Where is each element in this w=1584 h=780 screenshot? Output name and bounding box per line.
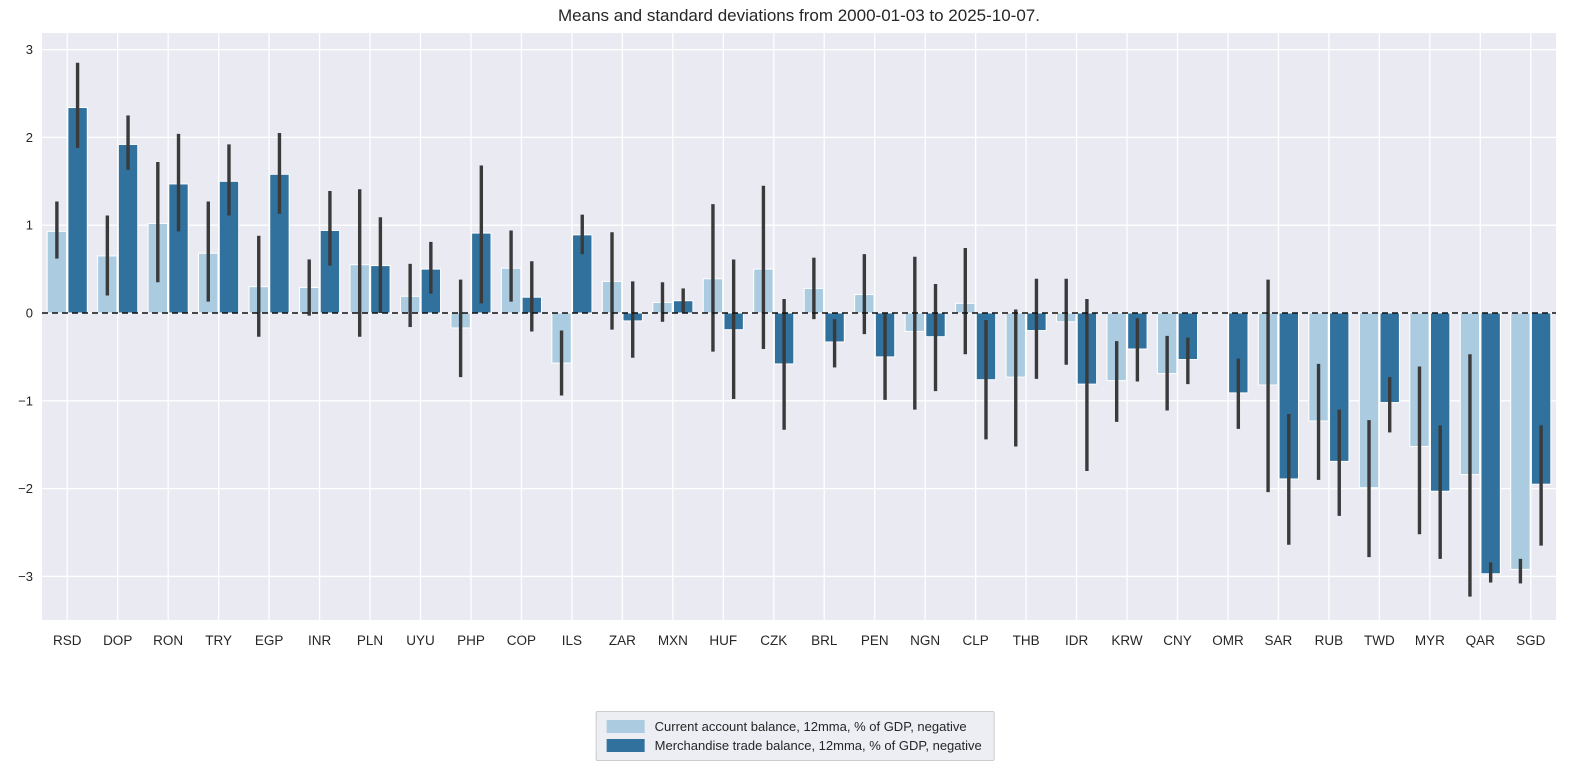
legend-swatch-merchandise-trade (606, 739, 645, 752)
x-tick-label: NGN (910, 633, 940, 648)
legend-label: Current account balance, 12mma, % of GDP… (654, 719, 967, 734)
y-tick-label: 2 (26, 130, 33, 145)
x-tick-label: TWD (1364, 633, 1395, 648)
x-tick-label: HUF (709, 633, 737, 648)
legend-swatch-current-account (606, 720, 645, 733)
x-tick-label: RUB (1315, 633, 1344, 648)
x-tick-label: QAR (1466, 633, 1496, 648)
x-tick-label: ILS (562, 633, 582, 648)
x-tick-label: RSD (53, 633, 82, 648)
plot-background (42, 33, 1556, 620)
x-tick-label: CZK (760, 633, 787, 648)
x-tick-label: DOP (103, 633, 132, 648)
x-tick-label: SGD (1516, 633, 1546, 648)
legend-label: Merchandise trade balance, 12mma, % of G… (654, 738, 982, 753)
x-tick-label: PHP (457, 633, 485, 648)
x-tick-label: KRW (1111, 633, 1143, 648)
legend: Current account balance, 12mma, % of GDP… (595, 711, 995, 761)
x-tick-label: COP (507, 633, 536, 648)
x-tick-label: THB (1013, 633, 1040, 648)
x-tick-label: SAR (1265, 633, 1293, 648)
x-tick-label: UYU (406, 633, 435, 648)
x-tick-label: TRY (205, 633, 232, 648)
legend-item: Current account balance, 12mma, % of GDP… (606, 719, 982, 734)
y-tick-label: 1 (26, 218, 33, 233)
chart-title: Means and standard deviations from 2000-… (558, 6, 1040, 25)
x-tick-label: CNY (1163, 633, 1192, 648)
y-tick-label: −3 (18, 569, 33, 584)
x-tick-label: RON (153, 633, 183, 648)
bar (1510, 312, 1531, 570)
x-tick-label: MYR (1415, 633, 1445, 648)
legend-item: Merchandise trade balance, 12mma, % of G… (606, 738, 982, 753)
x-tick-label: MXN (658, 633, 688, 648)
x-tick-label: CLP (963, 633, 989, 648)
x-tick-label: PEN (861, 633, 889, 648)
x-tick-label: PLN (357, 633, 383, 648)
y-tick-label: −1 (18, 393, 33, 408)
y-tick-label: −2 (18, 481, 33, 496)
chart-plot: 3 2 1 0 −1 −2 −3 RSD DOP RON TRY EGP INR PLN UYU PHP COP… (18, 33, 1556, 648)
x-tick-label: OMR (1212, 633, 1244, 648)
bar (1480, 312, 1501, 575)
y-tick-label: 3 (26, 42, 33, 57)
x-tick-label: ZAR (609, 633, 636, 648)
x-tick-label: BRL (811, 633, 838, 648)
x-tick-label: EGP (255, 633, 284, 648)
x-tick-label: IDR (1065, 633, 1089, 648)
x-tick-label: INR (308, 633, 332, 648)
y-tick-label: 0 (26, 306, 33, 321)
